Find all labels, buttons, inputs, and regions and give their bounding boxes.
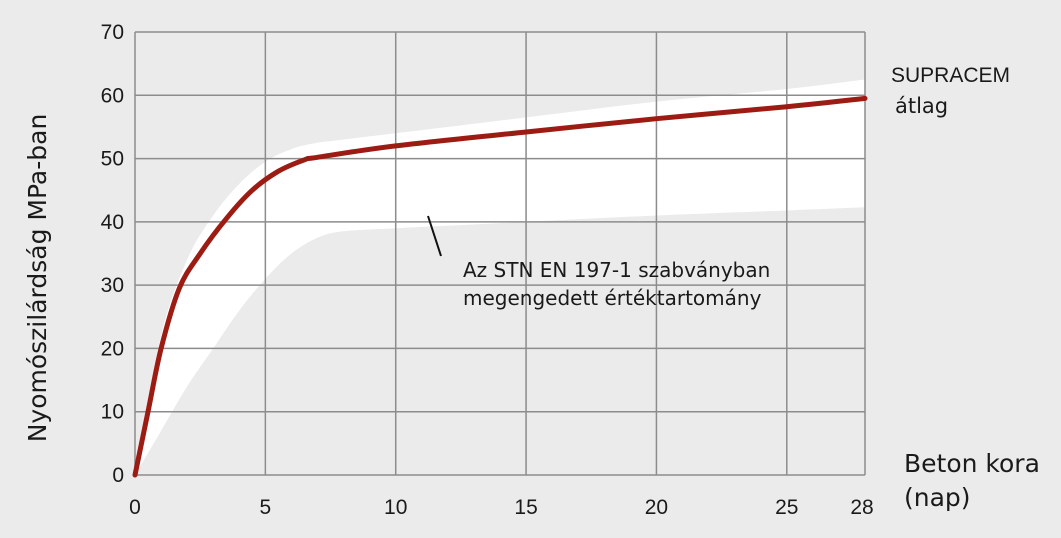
x-tick-label: 15 xyxy=(514,496,537,519)
x-tick-label: 20 xyxy=(645,496,668,519)
band-annotation-pointer xyxy=(427,215,442,257)
x-axis-label-line-2: (nap) xyxy=(904,483,971,512)
grid-layer xyxy=(134,31,866,476)
y-tick-label: 40 xyxy=(101,211,124,234)
series-layer xyxy=(132,95,868,478)
series-label-atlag: átlag xyxy=(895,94,948,118)
y-axis-label: Nyomószilárdság MPa-ban xyxy=(23,114,52,443)
band-annotation-line-1: Az STN EN 197-1 szabványban xyxy=(463,258,770,282)
permitted-range-band xyxy=(135,79,865,475)
y-tick-label: 70 xyxy=(101,21,124,44)
series-label-line-2: átlag xyxy=(895,94,948,118)
series-line-supracem xyxy=(132,95,868,478)
x-axis-label-line-1: Beton kora xyxy=(904,449,1040,478)
x-tick-label: 10 xyxy=(384,496,407,519)
tick-label-layer: 0 10 20 30 40 50 60 70 0 5 10 15 20 25 28 xyxy=(101,21,874,519)
y-tick-label: 10 xyxy=(101,401,124,424)
y-tick-label: 20 xyxy=(101,337,124,360)
y-tick-label: 60 xyxy=(101,84,124,107)
x-tick-label: 28 xyxy=(850,496,873,519)
series-label-supracem: SUPRACEM xyxy=(891,64,1010,87)
band-annotation-line-2: megengedett értéktartomány xyxy=(463,286,762,310)
y-tick-label: 50 xyxy=(101,148,124,171)
y-tick-label: 0 xyxy=(112,464,124,487)
x-axis-label: Beton kora (nap) xyxy=(904,449,1048,512)
band-annotation-label: Az STN EN 197-1 szabványban megengedett … xyxy=(463,258,777,310)
x-tick-label: 5 xyxy=(260,496,272,519)
y-tick-label: 30 xyxy=(101,274,124,297)
x-tick-label: 0 xyxy=(129,496,141,519)
x-tick-label: 25 xyxy=(775,496,798,519)
permitted-range-band-layer xyxy=(135,79,865,475)
series-label-line-1: SUPRACEM xyxy=(891,64,1010,87)
